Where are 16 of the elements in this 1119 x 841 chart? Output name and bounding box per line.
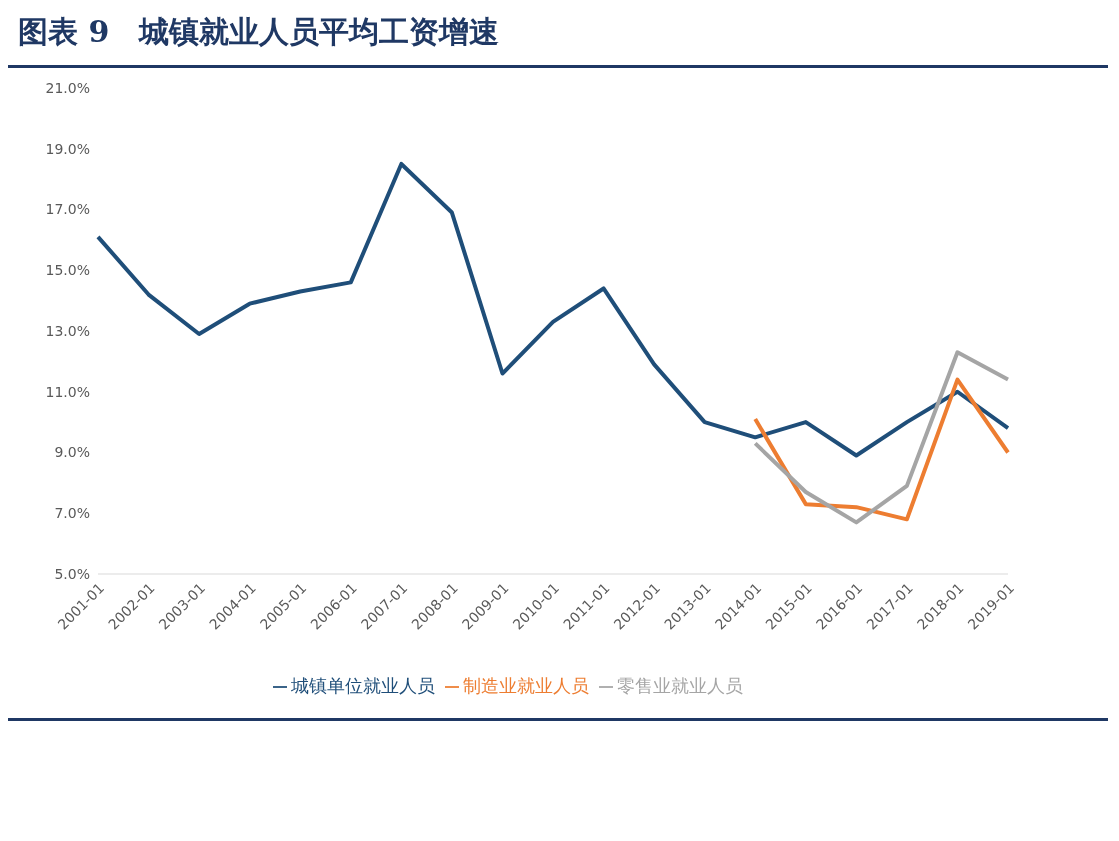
legend-label: 制造业就业人员 (463, 675, 589, 696)
chart-title: 图表 9 城镇就业人员平均工资增速 (8, 8, 1108, 68)
line-series (753, 377, 1010, 522)
line-series (753, 350, 1010, 525)
y-tick-label: 15.0% (45, 262, 90, 279)
y-tick-label: 9.0% (54, 444, 90, 461)
y-tick-label: 7.0% (54, 505, 90, 522)
y-tick-label: 19.0% (45, 140, 90, 157)
y-tick-label: 17.0% (45, 201, 90, 218)
y-tick-label: 5.0% (54, 565, 90, 582)
y-tick-label: 11.0% (45, 383, 90, 400)
y-tick-label: 13.0% (45, 322, 90, 339)
legend-label: 零售业就业人员 (617, 675, 743, 696)
legend-label: 城镇单位就业人员 (291, 675, 435, 696)
y-tick-label: 21.0% (45, 79, 90, 96)
line-series (96, 161, 1010, 458)
